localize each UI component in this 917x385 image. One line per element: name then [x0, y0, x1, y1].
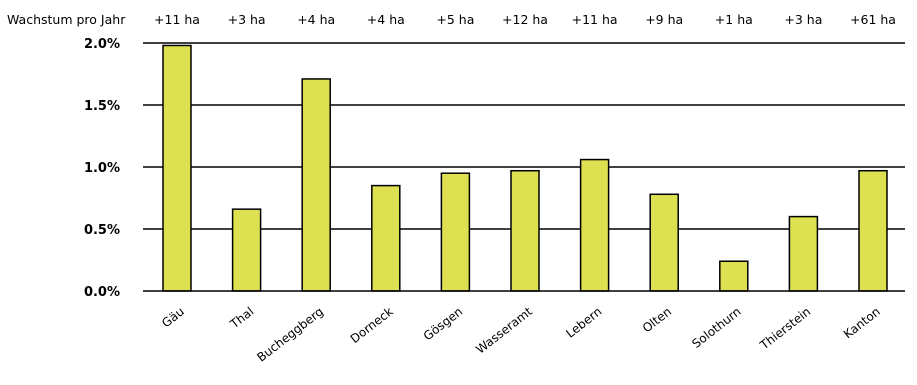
x-tick-label: Thal: [227, 304, 257, 331]
bar: [301, 78, 331, 292]
bar: [371, 184, 401, 292]
x-tick-label: Solothurn: [689, 304, 743, 351]
bar: [649, 193, 679, 292]
growth-value: +4 ha: [367, 12, 405, 27]
y-tick-label: 1.0%: [84, 161, 120, 176]
growth-value: +61 ha: [850, 12, 896, 27]
growth-value: +5 ha: [436, 12, 474, 27]
growth-value: +3 ha: [228, 12, 266, 27]
bar: [510, 169, 540, 292]
bar: [579, 158, 610, 292]
x-tick-label: Kanton: [841, 304, 883, 341]
growth-value: +9 ha: [645, 12, 683, 27]
y-axis-ticks: 0.0% 0.5% 1.0% 1.5% 2.0%: [84, 37, 120, 300]
x-tick-label: Thierstein: [757, 304, 814, 353]
bars: [162, 44, 888, 292]
bar: [231, 208, 262, 292]
bar: [719, 260, 749, 292]
growth-value: +11 ha: [154, 12, 200, 27]
x-tick-label: Lebern: [563, 304, 604, 340]
x-tick-label: Gäu: [159, 304, 187, 330]
x-tick-label: Olten: [640, 304, 674, 335]
growth-value: +11 ha: [572, 12, 618, 27]
x-tick-label: Wasseramt: [473, 304, 535, 356]
bar: [440, 172, 471, 292]
growth-row-label: Wachstum pro Jahr: [7, 12, 126, 27]
x-tick-label: Dorneck: [348, 304, 396, 346]
x-tick-label: Bucheggberg: [254, 304, 326, 364]
growth-value: +12 ha: [502, 12, 548, 27]
growth-value: +3 ha: [784, 12, 822, 27]
growth-value: +1 ha: [715, 12, 753, 27]
growth-values: +11 ha +3 ha +4 ha +4 ha +5 ha +12 ha +11 ha +9…: [154, 12, 896, 27]
y-tick-label: 2.0%: [84, 37, 120, 52]
y-tick-label: 1.5%: [84, 99, 120, 114]
bar: [162, 44, 192, 292]
y-tick-label: 0.5%: [84, 223, 120, 238]
bar: [858, 169, 888, 292]
growth-value: +4 ha: [297, 12, 335, 27]
x-tick-label: Gösgen: [421, 304, 465, 343]
bar: [788, 215, 819, 292]
y-tick-label: 0.0%: [84, 285, 120, 300]
